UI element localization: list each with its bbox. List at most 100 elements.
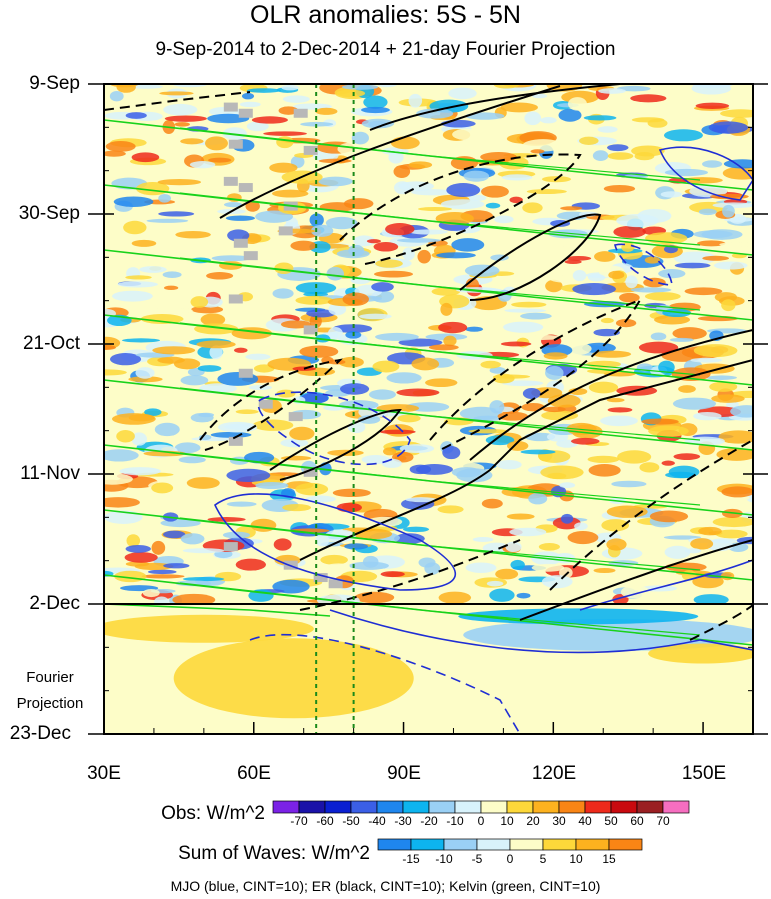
obs-blob [226, 468, 271, 483]
obs-blob [639, 462, 660, 473]
obs-colorbar-tick: 10 [500, 814, 514, 828]
obs-blob [252, 419, 294, 431]
obs-blob [415, 464, 453, 475]
missing-data-cell [228, 139, 243, 149]
waves-colorbar-tick: -5 [471, 852, 483, 866]
missing-data-cell [258, 399, 273, 409]
obs-blob [587, 273, 606, 282]
obs-blob [154, 422, 180, 437]
er-contour [469, 329, 753, 461]
projection-label-line1: Fourier [26, 669, 74, 686]
obs-blob [693, 594, 729, 606]
waves-colorbar-tick: 5 [539, 852, 547, 866]
obs-blob [315, 107, 338, 115]
er-contour [459, 213, 602, 301]
obs-blob [567, 97, 588, 111]
obs-colorbar-tick: -50 [342, 814, 360, 828]
obs-blob [363, 95, 388, 109]
obs-blob [644, 256, 661, 264]
obs-blob [606, 398, 625, 403]
obs-blob [543, 352, 568, 360]
obs-blob [660, 191, 683, 198]
obs-blob [438, 591, 472, 604]
obs-blob [135, 367, 155, 379]
mjo-contour [329, 609, 753, 654]
obs-blob [664, 168, 709, 177]
x-tick-label: 120E [531, 763, 577, 784]
obs-blob [456, 468, 493, 483]
missing-data-cell [223, 102, 238, 112]
obs-blob [385, 223, 415, 236]
projection-warm-blob [173, 638, 414, 719]
obs-colorbar-tick: -10 [446, 814, 464, 828]
obs-blob [465, 562, 497, 573]
waves-colorbar-cell [410, 838, 445, 851]
obs-colorbar [272, 800, 690, 814]
obs-blob [592, 150, 609, 162]
obs-blob [524, 111, 542, 126]
obs-blob [361, 106, 390, 114]
obs-blob [424, 562, 441, 575]
obs-blob [560, 513, 574, 524]
obs-blob [654, 314, 691, 325]
obs-colorbar-cell [402, 800, 430, 814]
obs-blob [673, 453, 701, 461]
kelvin-contour [179, 257, 701, 311]
obs-blob [131, 239, 157, 247]
obs-blob [104, 497, 140, 508]
obs-blob [379, 429, 416, 435]
x-tick-label: 90E [387, 763, 421, 784]
obs-blob [674, 262, 711, 269]
obs-blob [532, 93, 548, 99]
obs-blob [568, 387, 588, 396]
obs-blob [606, 538, 627, 551]
obs-colorbar-tick: 60 [630, 814, 644, 828]
obs-blob [380, 571, 405, 578]
mjo-contour [658, 146, 753, 201]
obs-blob [386, 372, 422, 384]
obs-blob [371, 282, 394, 292]
obs-blob [206, 272, 234, 280]
obs-blob [463, 170, 490, 182]
obs-blob [452, 128, 483, 141]
obs-blob [342, 292, 369, 306]
obs-blob [235, 409, 259, 415]
obs-blob [465, 326, 484, 332]
obs-blob [153, 307, 193, 314]
obs-blob [650, 332, 667, 341]
wave-contours [104, 84, 753, 734]
obs-blob [613, 225, 647, 238]
kelvin-contour [179, 127, 701, 181]
obs-blob [276, 136, 294, 149]
waves-colorbar-tick: -10 [435, 852, 453, 866]
obs-blob [506, 513, 535, 520]
missing-data-cell [223, 176, 238, 186]
obs-blob [281, 84, 299, 91]
waves-colorbar-tick: 15 [602, 852, 616, 866]
obs-blob [721, 299, 736, 312]
y-tick-label: 2-Dec [29, 593, 80, 614]
obs-blob [719, 242, 753, 247]
x-tick-label: 30E [87, 763, 121, 784]
obs-blob [225, 215, 255, 221]
obs-blob [178, 456, 206, 464]
obs-colorbar-tick: 30 [552, 814, 566, 828]
obs-blob [712, 516, 753, 528]
obs-blob [481, 185, 509, 198]
projection-warm-blob [648, 643, 753, 664]
obs-blob [710, 275, 731, 286]
obs-blob [299, 345, 339, 358]
obs-blob [104, 449, 139, 462]
obs-blob [195, 492, 236, 505]
missing-data-cell [243, 251, 258, 261]
obs-blob [128, 84, 163, 89]
obs-blob [464, 264, 500, 277]
obs-blob [480, 360, 501, 369]
obs-blob [104, 473, 133, 485]
obs-blob [396, 238, 441, 243]
obs-colorbar-tick: 70 [656, 814, 670, 828]
obs-blob [255, 210, 294, 223]
obs-anomaly-field [104, 84, 753, 734]
obs-blob [693, 230, 733, 239]
y-tick-label: 21-Oct [22, 333, 80, 354]
